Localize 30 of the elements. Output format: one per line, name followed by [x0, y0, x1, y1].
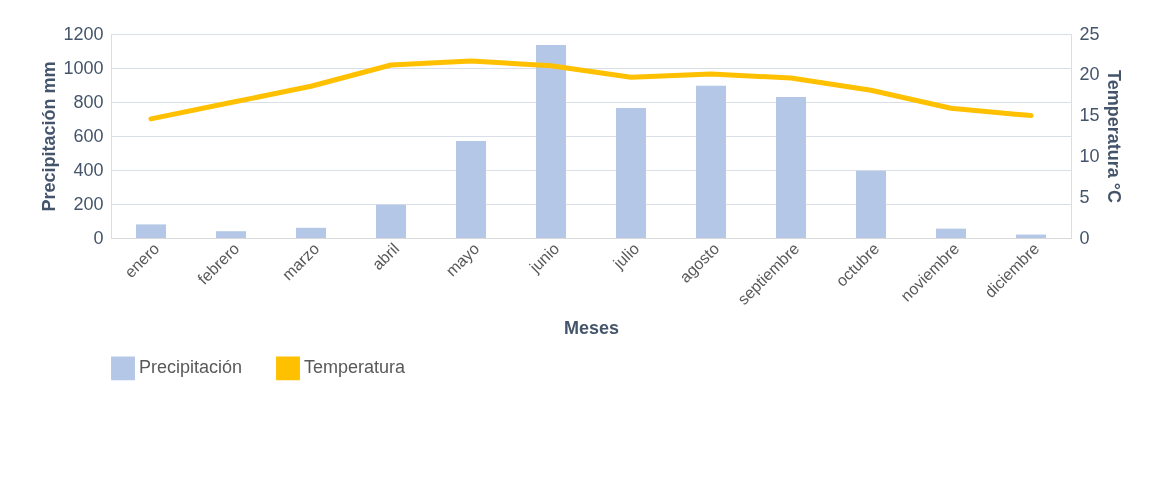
y-axis-title: Precipitación mm — [39, 61, 60, 212]
bar — [776, 96, 806, 238]
bar — [456, 141, 486, 238]
bar — [696, 85, 726, 238]
y2-tick-label: 15 — [1079, 105, 1100, 126]
y2-axis-title: Temperatura °C — [1103, 70, 1124, 203]
y-tick-label: 0 — [93, 227, 104, 248]
bar — [536, 45, 566, 238]
y-tick-label: 400 — [73, 159, 104, 180]
y2-tick-label: 0 — [1079, 227, 1090, 248]
bar — [616, 107, 646, 238]
legend-label: Precipitación — [139, 357, 243, 378]
y-tick-label: 600 — [73, 125, 104, 146]
legend-label: Temperatura — [304, 357, 407, 378]
y2-tick-label: 20 — [1079, 64, 1100, 85]
y2-tick-label: 10 — [1079, 145, 1100, 166]
bar — [216, 231, 246, 238]
y-tick-label: 200 — [73, 193, 104, 214]
y-tick-label: 800 — [73, 91, 104, 112]
bar — [856, 170, 886, 238]
y-tick-label: 1200 — [63, 23, 104, 44]
y2-tick-label: 5 — [1079, 186, 1090, 207]
bar — [376, 204, 406, 238]
bar — [136, 224, 166, 238]
x-tick-label: julio — [609, 239, 643, 273]
bar — [936, 228, 966, 238]
y2-tick-label: 25 — [1079, 23, 1100, 44]
x-axis-title: Meses — [563, 317, 620, 338]
bar — [296, 227, 326, 238]
y-tick-label: 1000 — [63, 57, 104, 78]
